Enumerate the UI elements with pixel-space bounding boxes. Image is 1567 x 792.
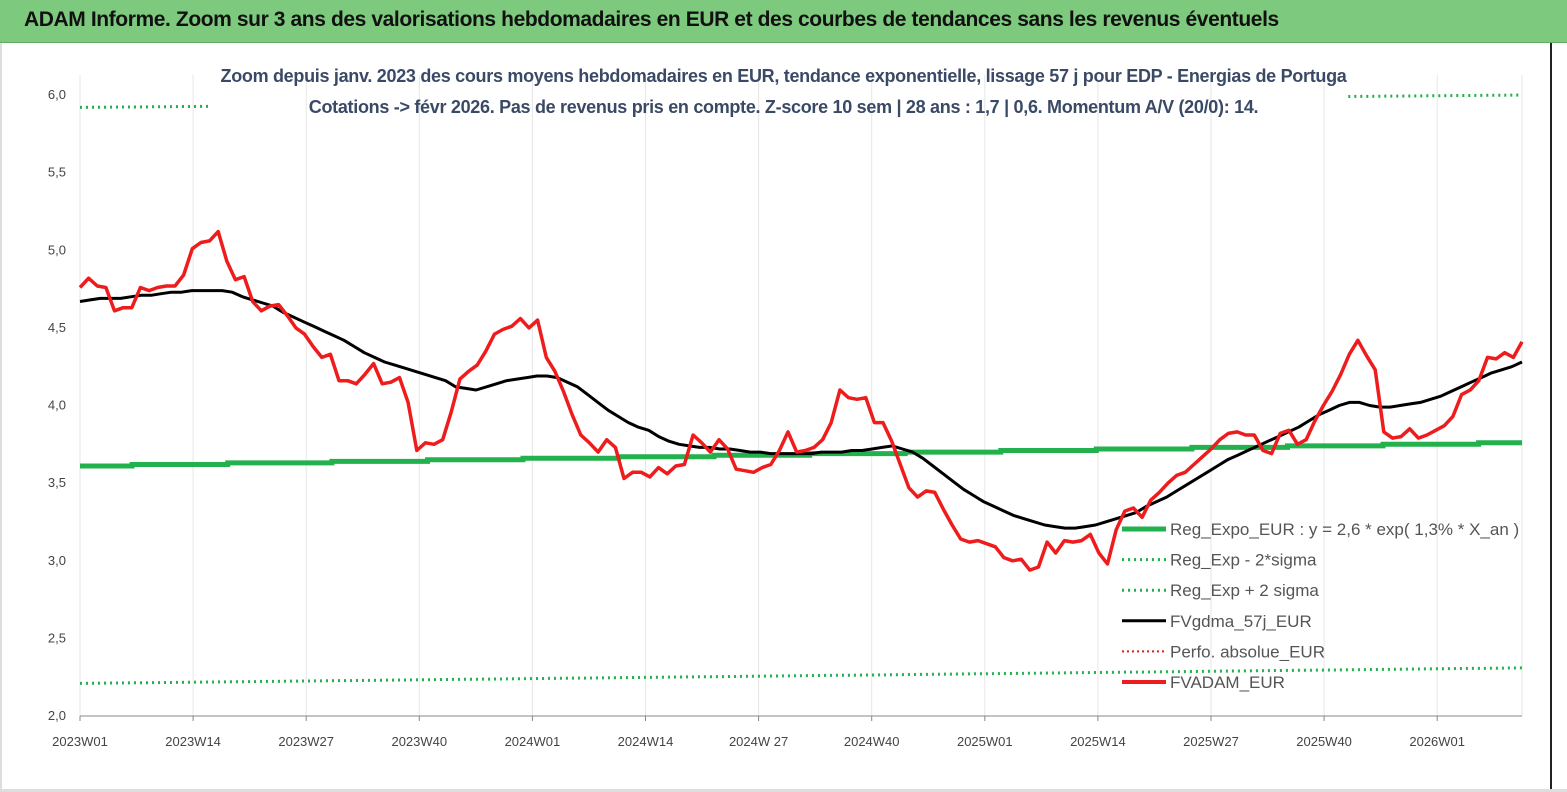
x-tick-label: 2024W01	[505, 734, 561, 749]
legend: Reg_Expo_EUR : y = 2,6 * exp( 1,3% * X_a…	[1122, 520, 1519, 692]
y-tick-label: 5,0	[48, 242, 66, 257]
x-tick-label: 2024W40	[844, 734, 900, 749]
y-tick-label: 3,5	[48, 475, 66, 490]
trend-upper-band	[79, 93, 1523, 109]
x-tick-label: 2026W01	[1409, 734, 1465, 749]
y-tick-label: 2,0	[48, 708, 66, 723]
x-tick-label: 2023W01	[52, 734, 108, 749]
valuation-line	[78, 229, 1524, 572]
frame-right	[1550, 43, 1567, 792]
x-tick-label: 2024W14	[618, 734, 674, 749]
frame-bottom	[0, 789, 1567, 792]
legend-label: Reg_Exp - 2*sigma	[1170, 551, 1317, 570]
x-tick-label: 2025W14	[1070, 734, 1126, 749]
grid	[79, 75, 1523, 721]
x-tick-label: 2025W01	[957, 734, 1013, 749]
y-tick-label: 6,0	[48, 87, 66, 102]
y-tick-label: 3,0	[48, 553, 66, 568]
y-tick-label: 5,5	[48, 165, 66, 180]
x-tick-label: 2023W40	[391, 734, 447, 749]
chart-subtitle: Cotations -> févr 2026. Pas de revenus p…	[308, 97, 1259, 117]
legend-label: Perfo. absolue_EUR	[1170, 642, 1325, 661]
legend-label: Reg_Exp + 2 sigma	[1170, 581, 1319, 600]
regression-line	[80, 440, 1522, 469]
chart-area: 2,0 2,5 3,0 3,5 4,0 4,5 5,0 5,5 6,0 2023W01 2023W…	[0, 43, 1567, 792]
y-tick-label: 4,0	[48, 398, 66, 413]
moving-average-line	[79, 289, 1523, 530]
frame-left	[0, 43, 2, 792]
line-chart: 2,02,53,03,54,04,55,05,56,0 2023W01 2023W…	[48, 75, 1524, 749]
x-tick-labels: 2023W01 2023W14 2023W27 2023W40 2024W01 2024W…	[52, 734, 1465, 749]
legend-label: FVADAM_EUR	[1170, 673, 1285, 692]
legend-label: Reg_Expo_EUR : y = 2,6 * exp( 1,3% * X_a…	[1170, 520, 1519, 539]
report-title: ADAM Informe. Zoom sur 3 ans des valoris…	[24, 8, 1279, 31]
trend-lower-band	[79, 666, 1523, 685]
x-tick-label: 2024W 27	[729, 734, 788, 749]
chart-title: Zoom depuis janv. 2023 des cours moyens …	[220, 66, 1347, 86]
x-tick-label: 2023W27	[278, 734, 334, 749]
x-tick-label: 2023W14	[165, 734, 221, 749]
x-tick-label: 2025W27	[1183, 734, 1239, 749]
y-tick-label: 2,5	[48, 630, 66, 645]
series	[78, 93, 1524, 685]
x-tick-label: 2025W40	[1296, 734, 1352, 749]
legend-label: FVgdma_57j_EUR	[1170, 612, 1312, 631]
y-tick-label: 4,5	[48, 320, 66, 335]
title-banner: ADAM Informe. Zoom sur 3 ans des valoris…	[0, 0, 1567, 43]
y-tick-labels: 2,0 2,5 3,0 3,5 4,0 4,5 5,0 5,5 6,0	[48, 87, 66, 723]
